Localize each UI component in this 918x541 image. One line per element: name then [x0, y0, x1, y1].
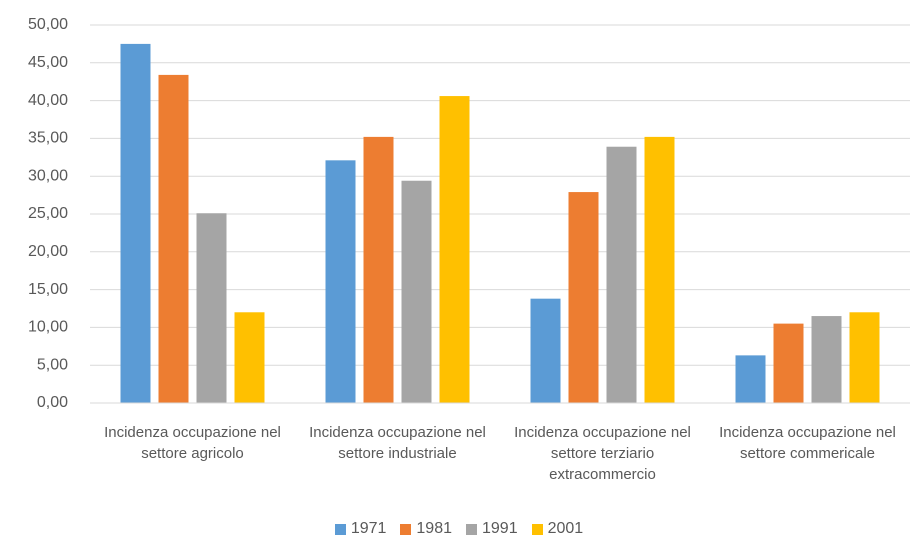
- x-tick-label: Incidenza occupazione nel settore commer…: [719, 424, 896, 462]
- legend-label: 2001: [547, 520, 584, 537]
- y-tick-label: 10,00: [28, 319, 68, 336]
- legend-swatch: [334, 523, 346, 535]
- bar: [325, 160, 356, 403]
- legend: 1971 1981 1991 2001: [0, 520, 918, 538]
- bar: [401, 180, 432, 403]
- legend-swatch: [531, 523, 543, 535]
- bar: [811, 316, 842, 403]
- bar: [439, 96, 470, 404]
- x-tick-label: Incidenza occupazione nel settore indust…: [309, 424, 486, 462]
- bar: [196, 213, 227, 403]
- y-tick-label: 30,00: [28, 167, 68, 184]
- legend-label: 1991: [482, 520, 518, 537]
- bar: [735, 355, 766, 403]
- y-tick-label: 35,00: [28, 130, 68, 147]
- legend-item: 2001: [531, 520, 584, 538]
- y-tick-label: 20,00: [28, 243, 68, 260]
- bar: [158, 74, 189, 404]
- y-tick-label: 40,00: [28, 92, 68, 109]
- y-tick-label: 25,00: [28, 205, 68, 222]
- bar: [120, 43, 151, 404]
- bar: [568, 192, 599, 403]
- legend-swatch: [400, 523, 412, 535]
- y-tick-label: 15,00: [28, 281, 68, 298]
- legend-item: 1991: [466, 520, 518, 538]
- legend-item: 1981: [400, 520, 452, 538]
- bar: [606, 146, 637, 403]
- x-tick-label: Incidenza occupazione nel settore terzia…: [514, 424, 691, 483]
- y-tick-label: 0,00: [37, 394, 68, 411]
- y-tick-label: 45,00: [28, 54, 68, 71]
- bar: [234, 312, 265, 403]
- bar: [530, 298, 561, 403]
- legend-label: 1981: [416, 520, 452, 537]
- x-tick-label: Incidenza occupazione nel settore agrico…: [104, 424, 281, 462]
- legend-label: 1971: [350, 520, 387, 537]
- bar: [644, 136, 675, 403]
- legend-swatch: [466, 523, 477, 535]
- y-tick-label: 50,00: [28, 16, 68, 33]
- bar: [773, 323, 804, 403]
- bar: [363, 136, 394, 403]
- bar: [849, 312, 880, 403]
- legend-item: 1971: [334, 520, 387, 538]
- y-tick-label: 5,00: [37, 356, 68, 373]
